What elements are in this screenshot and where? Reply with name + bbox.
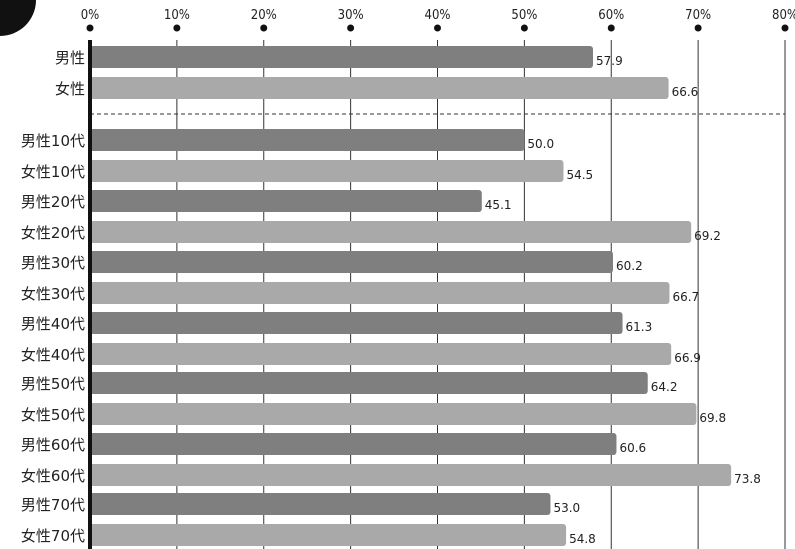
bar [90, 524, 567, 546]
tick-dot [260, 24, 268, 32]
bar [90, 282, 670, 304]
data-label: 53.0 [553, 501, 580, 515]
category-label: 女性40代 [21, 346, 85, 364]
category-label: 女性10代 [21, 163, 85, 181]
category-label: 女性 [55, 80, 85, 98]
data-label: 54.5 [566, 168, 593, 182]
tick-label: 40% [425, 8, 451, 23]
tick-dot [694, 24, 702, 32]
data-label: 60.2 [616, 259, 643, 273]
tick-dot [781, 24, 789, 32]
data-label: 73.8 [734, 472, 761, 486]
tick-label: 80% [772, 8, 795, 23]
tick-dot [347, 24, 355, 32]
tick-label: 30% [338, 8, 364, 23]
bar [90, 251, 613, 273]
bar [90, 129, 525, 151]
data-label: 69.8 [699, 411, 726, 425]
category-label: 女性60代 [21, 467, 85, 485]
bar [90, 433, 617, 455]
data-label: 69.2 [694, 229, 721, 243]
tick-dot [520, 24, 528, 32]
corner-badge [0, 0, 36, 36]
bar [90, 160, 564, 182]
category-label: 男性70代 [21, 496, 85, 514]
bar [90, 372, 648, 394]
data-label: 57.9 [596, 54, 623, 68]
data-label: 64.2 [651, 380, 678, 394]
category-label: 女性50代 [21, 406, 85, 424]
bar [90, 190, 482, 212]
tick-label: 20% [251, 8, 277, 23]
tick-label: 70% [685, 8, 711, 23]
bar [90, 77, 669, 99]
bar [90, 493, 551, 515]
bar [90, 221, 692, 243]
tick-label: 0% [81, 8, 100, 23]
data-label: 54.8 [569, 532, 596, 546]
category-label: 男性30代 [21, 254, 85, 272]
category-label: 男性60代 [21, 436, 85, 454]
category-label: 男性40代 [21, 315, 85, 333]
category-label: 女性20代 [21, 224, 85, 242]
tick-label: 50% [511, 8, 537, 23]
category-label: 男性 [55, 49, 85, 67]
category-label: 男性50代 [21, 375, 85, 393]
tick-label: 10% [164, 8, 190, 23]
bar [90, 464, 732, 486]
data-label: 50.0 [527, 137, 554, 151]
category-label: 女性30代 [21, 285, 85, 303]
bar [90, 312, 623, 334]
tick-label: 60% [598, 8, 624, 23]
category-label: 男性10代 [21, 132, 85, 150]
data-label: 61.3 [626, 320, 653, 334]
bar [90, 343, 672, 365]
tick-dot [86, 24, 94, 32]
category-label: 女性70代 [21, 527, 85, 545]
tick-dot [173, 24, 181, 32]
category-label: 男性20代 [21, 193, 85, 211]
data-label: 66.9 [674, 351, 701, 365]
data-label: 66.7 [672, 290, 699, 304]
bar [90, 46, 594, 68]
tick-dot [607, 24, 615, 32]
bar [90, 403, 697, 425]
data-label: 66.6 [672, 85, 699, 99]
data-label: 45.1 [485, 198, 512, 212]
data-label: 60.6 [619, 441, 646, 455]
tick-dot [434, 24, 441, 32]
